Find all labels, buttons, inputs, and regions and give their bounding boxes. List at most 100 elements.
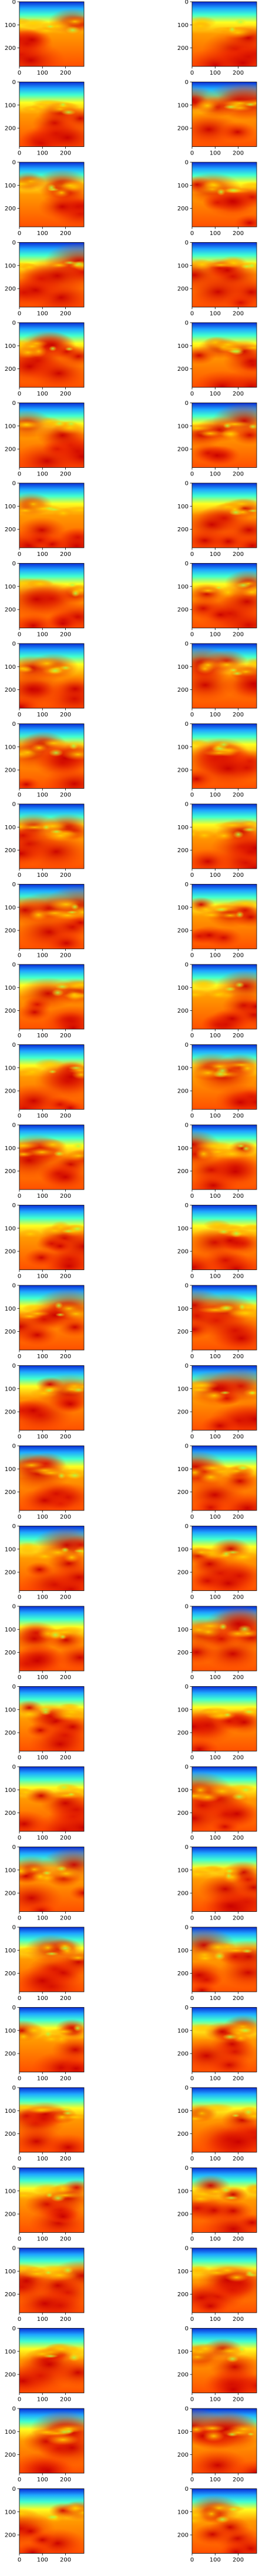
y-tick-label: 0 <box>12 882 16 888</box>
x-tick-label: 0 <box>190 311 194 317</box>
moderate-region <box>197 430 223 437</box>
heatmap-image <box>19 1446 84 1510</box>
low-moderate-region <box>69 742 79 750</box>
y-tick-label: 0 <box>185 1925 189 1931</box>
heatmap-panel-61: 0 100 200 0 100 200 <box>5 2406 85 2483</box>
plot-frame <box>191 1285 257 1351</box>
low-moderate-region <box>244 102 257 107</box>
low-moderate-region <box>59 1634 66 1640</box>
x-tick-label: 100 <box>210 1835 221 1841</box>
hot-region <box>19 1399 55 1422</box>
heatmap-image <box>192 723 257 789</box>
y-tick-label: 200 <box>177 607 189 614</box>
heatmap-image <box>192 804 257 869</box>
x-tick-label: 100 <box>210 551 221 558</box>
y-tick-label: 100 <box>177 1948 189 1954</box>
y-tick-label: 100 <box>177 1867 189 1874</box>
heatmap-image <box>192 2 257 66</box>
y-tick-label: 0 <box>185 802 189 808</box>
y-tick-label: 200 <box>177 1650 189 1656</box>
plot-frame <box>19 1766 85 1832</box>
y-tick-label: 100 <box>177 2509 189 2515</box>
y-tick-label: 100 <box>177 1627 189 1633</box>
low-moderate-region <box>56 1783 72 1791</box>
y-tick-label: 100 <box>5 2349 16 2355</box>
moderate-region <box>196 1141 234 1151</box>
plot-frame <box>19 884 85 949</box>
x-tick-label: 200 <box>233 311 244 317</box>
hot-region <box>192 508 242 541</box>
y-tick-label: 100 <box>5 183 16 189</box>
x-tick-label: 200 <box>233 712 244 718</box>
heatmap-image <box>19 2328 84 2393</box>
hot-region <box>60 2060 84 2072</box>
x-tick-label: 0 <box>190 1915 194 1922</box>
plot-frame <box>191 803 257 869</box>
heatmap-image <box>19 323 84 387</box>
moderate-region <box>219 26 257 39</box>
low-moderate-region <box>66 910 78 915</box>
x-tick-label: 100 <box>37 1755 48 1761</box>
plot-frame <box>19 643 85 709</box>
y-tick-label: 0 <box>12 1202 16 1209</box>
hot-region <box>221 1091 257 1110</box>
plot-frame <box>191 1365 257 1431</box>
heatmap-panel-3: 0 100 200 0 100 200 <box>5 79 85 157</box>
y-tick-label: 100 <box>177 1546 189 1553</box>
plot-frame <box>191 1 257 67</box>
heatmap-panel-43: 0 100 200 0 100 200 <box>5 1684 85 1761</box>
y-tick-label: 0 <box>12 1523 16 1530</box>
heatmap-image <box>192 82 257 147</box>
x-tick-label: 0 <box>190 1354 194 1360</box>
heatmap-panel-34: 0 100 200 0 100 200 <box>177 1283 257 1360</box>
y-tick-label: 200 <box>177 2292 189 2298</box>
x-tick-label: 200 <box>233 551 244 558</box>
hot-region <box>192 1738 219 1751</box>
hot-region <box>46 614 80 628</box>
y-tick-label: 0 <box>185 641 189 648</box>
x-tick-label: 0 <box>190 1274 194 1280</box>
moderate-region <box>19 2191 42 2200</box>
moderate-region <box>66 1954 84 1962</box>
x-tick-label: 0 <box>18 2477 21 2483</box>
low-moderate-region <box>45 2192 53 2198</box>
plot-frame <box>191 2488 257 2554</box>
x-tick-label: 0 <box>18 70 21 76</box>
x-tick-label: 0 <box>18 1755 21 1761</box>
heatmap-panel-15: 0 100 200 0 100 200 <box>5 561 85 638</box>
x-tick-label: 200 <box>60 1915 71 1922</box>
y-tick-label: 0 <box>185 240 189 246</box>
x-tick-label: 100 <box>210 2236 221 2243</box>
moderate-region <box>200 180 228 190</box>
x-tick-label: 200 <box>60 2236 71 2243</box>
moderate-region <box>32 657 62 670</box>
y-tick-label: 200 <box>5 1891 16 1897</box>
low-moderate-region <box>67 582 78 588</box>
hot-region <box>200 1415 240 1431</box>
x-tick-label: 200 <box>233 1755 244 1761</box>
y-tick-label: 200 <box>5 687 16 694</box>
plot-frame <box>191 2007 257 2072</box>
moderate-region <box>192 1791 212 1801</box>
moderate-region <box>19 339 29 351</box>
x-tick-label: 200 <box>60 1995 71 2002</box>
plot-frame <box>19 2328 85 2393</box>
y-tick-label: 0 <box>12 1123 16 1129</box>
y-tick-label: 200 <box>177 1570 189 1576</box>
moderate-region <box>225 1061 257 1068</box>
x-tick-label: 100 <box>37 150 48 157</box>
moderate-region <box>192 2023 221 2032</box>
low-moderate-region <box>233 830 244 839</box>
hot-region <box>19 1881 63 1912</box>
y-tick-label: 0 <box>185 79 189 86</box>
x-tick-label: 0 <box>190 1594 194 1601</box>
y-tick-label: 200 <box>5 2372 16 2379</box>
y-tick-label: 100 <box>177 2349 189 2355</box>
x-tick-label: 0 <box>190 953 194 959</box>
hot-region <box>19 1324 58 1346</box>
x-tick-label: 200 <box>233 471 244 478</box>
x-tick-label: 0 <box>18 1033 21 1039</box>
y-tick-label: 100 <box>177 584 189 590</box>
low-moderate-region <box>55 983 70 990</box>
y-tick-label: 100 <box>5 1948 16 1954</box>
